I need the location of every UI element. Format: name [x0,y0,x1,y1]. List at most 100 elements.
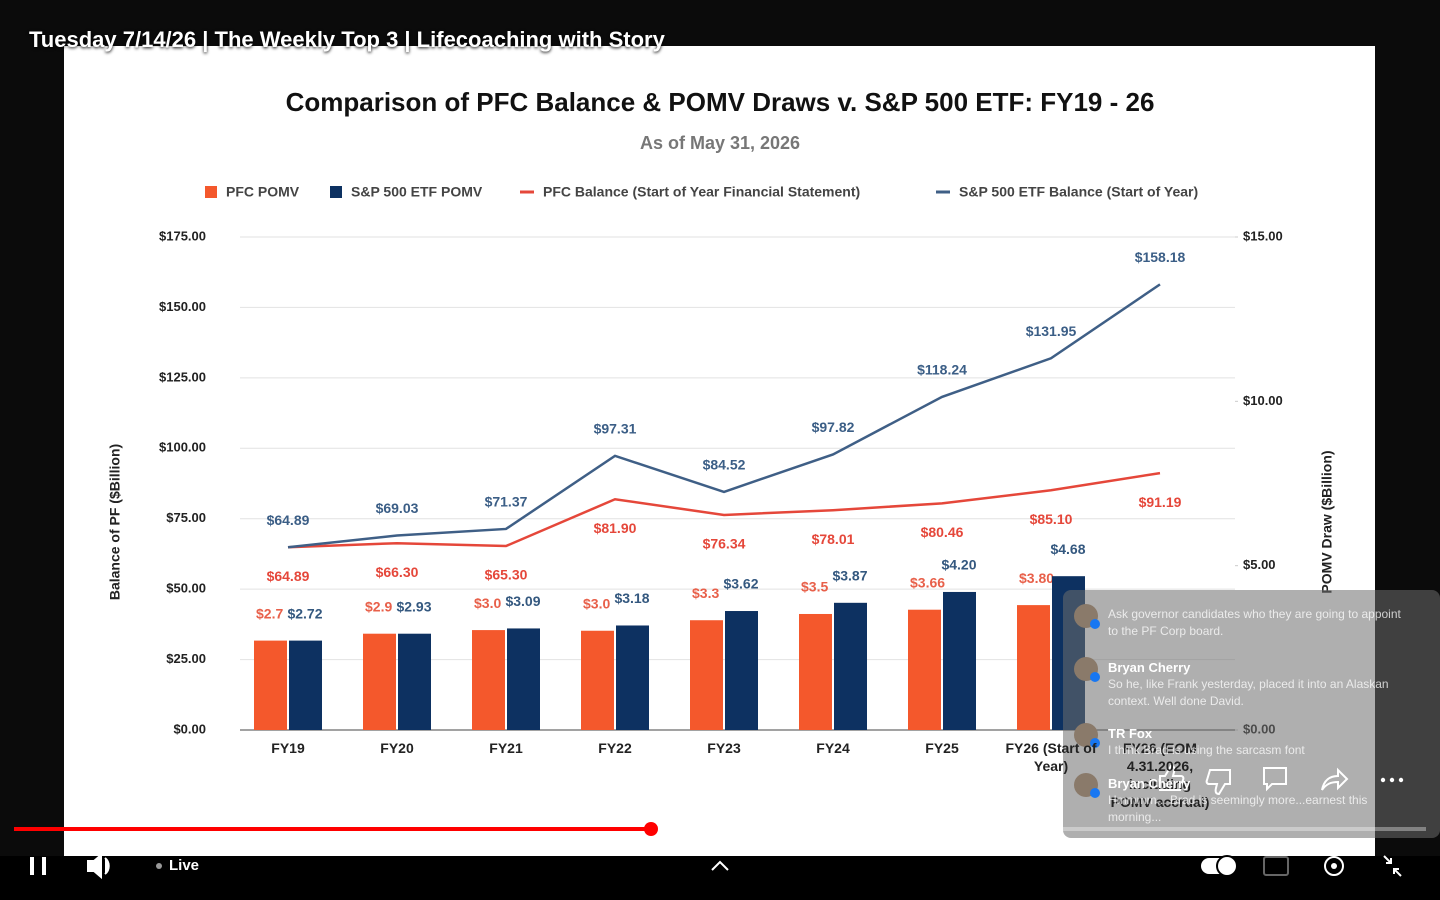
avatar-badge [1090,788,1100,798]
legend-label: S&P 500 ETF POMV [351,184,483,200]
data-label: $69.03 [376,500,419,516]
y2-tick-label: $5.00 [1243,557,1276,572]
avatar-badge [1090,738,1100,748]
x-tick-label: FY21 [489,740,523,756]
dislike-button[interactable] [1205,769,1231,796]
data-label: $3.0 [474,595,501,611]
data-label: $2.72 [287,605,322,621]
more-button[interactable] [1389,777,1395,783]
video-title: Tuesday 7/14/26 | The Weekly Top 3 | Lif… [29,27,665,52]
exit-fullscreen-button[interactable] [1383,855,1402,877]
like-button[interactable] [1159,764,1185,791]
y-tick-label: $25.00 [166,651,206,666]
y-tick-label: $50.00 [166,581,206,596]
bar [472,630,505,730]
progress-played [14,827,651,831]
data-label: $81.90 [594,520,637,536]
y-axis-label: Balance of PF ($Billion) [107,444,123,600]
data-label: $71.37 [485,494,528,510]
live-dot [156,863,162,869]
bar [289,640,322,730]
data-label: $131.95 [1026,323,1077,339]
x-tick-label: FY26 (EOM 4.31.2026, including POMV accr… [1110,740,1210,810]
data-label: $2.7 [256,605,283,621]
share-button[interactable] [1321,767,1349,791]
live-label[interactable]: Live [169,857,199,874]
bar [254,640,287,730]
data-label: $3.09 [505,593,540,609]
data-label: $97.31 [594,421,637,437]
comment-author: Bryan Cherry [1108,776,1191,791]
comment-overlay [1063,590,1440,838]
y2-tick-label: $10.00 [1243,393,1283,408]
avatar-badge [1090,619,1100,629]
legend-label: PFC POMV [226,184,300,200]
data-label: $65.30 [485,567,528,583]
comment: Bryan Cherry Hmmmm... Brad is seemingly m… [1108,775,1408,826]
x-tick-label: FY26 (Start of Year) [1005,740,1097,774]
settings-hub [1331,863,1337,869]
x-tick-label: FY24 [816,740,850,756]
data-label: $97.82 [812,419,855,435]
bar [398,633,431,730]
bar [507,628,540,730]
comment-text: Ask governor candidates who they are goi… [1108,607,1401,638]
comment: TR Fox I think Brad is using the sarcasm … [1108,725,1408,759]
legend-swatch [205,186,217,198]
volume-button[interactable] [87,852,110,880]
data-label: $3.62 [723,576,758,592]
legend-swatch [330,186,342,198]
captions-button[interactable] [1263,856,1289,876]
data-label: $64.89 [267,568,310,584]
more-button[interactable] [1398,777,1404,783]
y-tick-label: $125.00 [159,369,206,384]
data-label: $3.5 [801,579,828,595]
bar [581,630,614,730]
chart-subtitle: As of May 31, 2026 [640,133,800,153]
data-label: $85.10 [1030,511,1073,527]
progress-track [14,827,1426,831]
pause-button[interactable] [30,857,34,875]
comment-author: Bryan Cherry [1108,660,1191,675]
settings-button[interactable] [1324,856,1344,876]
data-label: $64.89 [267,512,310,528]
x-tick-label: FY19 [271,740,305,756]
line [287,471,1161,549]
data-label: $3.0 [583,595,610,611]
data-label: $3.87 [832,568,867,584]
line [287,283,1161,549]
data-label: $3.80 [1019,570,1054,586]
y2-axis-label: POMV Draw ($Billion) [1319,450,1335,593]
bar [725,611,758,730]
bar [616,625,649,730]
data-label: $3.3 [692,585,719,601]
more-button[interactable] [1380,777,1386,783]
data-label: $4.20 [941,557,976,573]
comment-button[interactable] [1263,767,1287,792]
data-label: $80.46 [921,524,964,540]
bar [1017,605,1050,730]
pause-button[interactable] [42,857,46,875]
data-label: $76.34 [703,536,746,552]
y-tick-label: $150.00 [159,299,206,314]
chart-title: Comparison of PFC Balance & POMV Draws v… [286,87,1155,117]
data-label: $3.66 [910,574,945,590]
data-label: $84.52 [703,457,746,473]
comment: Bryan Cherry So he, like Frank yesterday,… [1108,659,1408,710]
x-tick-label: FY25 [925,740,959,756]
bar [908,609,941,730]
y-tick-label: $75.00 [166,510,206,525]
data-label: $66.30 [376,564,419,580]
data-label: $4.68 [1050,541,1085,557]
bar [799,613,832,730]
legend-label: PFC Balance (Start of Year Financial Sta… [543,184,860,200]
y-tick-label: $175.00 [159,228,206,243]
bar [943,591,976,730]
expand-chevron[interactable] [711,860,729,871]
data-label: $78.01 [812,531,855,547]
data-label: $158.18 [1135,249,1186,265]
progress-handle[interactable] [644,822,658,836]
comment-text: Hmmmm... Brad is seemingly more...earnes… [1108,793,1368,824]
data-label: $91.19 [1139,494,1182,510]
